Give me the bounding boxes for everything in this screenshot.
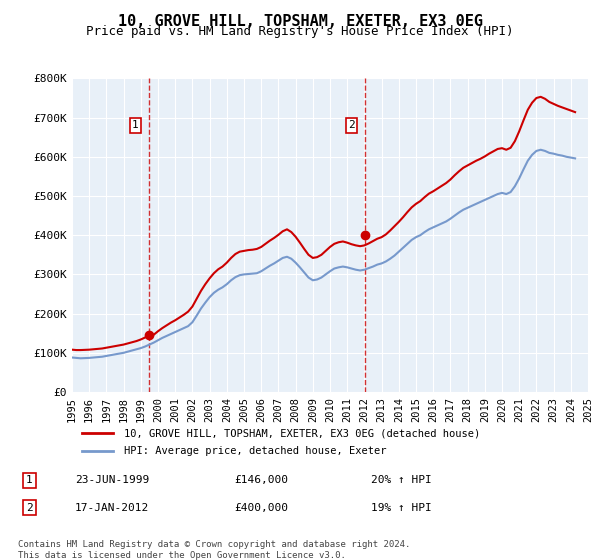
Text: £400,000: £400,000: [235, 502, 289, 512]
Text: 2: 2: [348, 120, 355, 130]
Text: Price paid vs. HM Land Registry's House Price Index (HPI): Price paid vs. HM Land Registry's House …: [86, 25, 514, 38]
Text: 19% ↑ HPI: 19% ↑ HPI: [371, 502, 432, 512]
Text: 2: 2: [26, 502, 33, 512]
Text: 1: 1: [132, 120, 139, 130]
Text: £146,000: £146,000: [235, 475, 289, 486]
Text: Contains HM Land Registry data © Crown copyright and database right 2024.
This d: Contains HM Land Registry data © Crown c…: [18, 540, 410, 560]
Text: 10, GROVE HILL, TOPSHAM, EXETER, EX3 0EG: 10, GROVE HILL, TOPSHAM, EXETER, EX3 0EG: [118, 14, 482, 29]
Text: 23-JUN-1999: 23-JUN-1999: [75, 475, 149, 486]
Text: 17-JAN-2012: 17-JAN-2012: [75, 502, 149, 512]
Text: 10, GROVE HILL, TOPSHAM, EXETER, EX3 0EG (detached house): 10, GROVE HILL, TOPSHAM, EXETER, EX3 0EG…: [124, 428, 480, 438]
Text: HPI: Average price, detached house, Exeter: HPI: Average price, detached house, Exet…: [124, 446, 386, 456]
Text: 20% ↑ HPI: 20% ↑ HPI: [371, 475, 432, 486]
Text: 1: 1: [26, 475, 33, 486]
